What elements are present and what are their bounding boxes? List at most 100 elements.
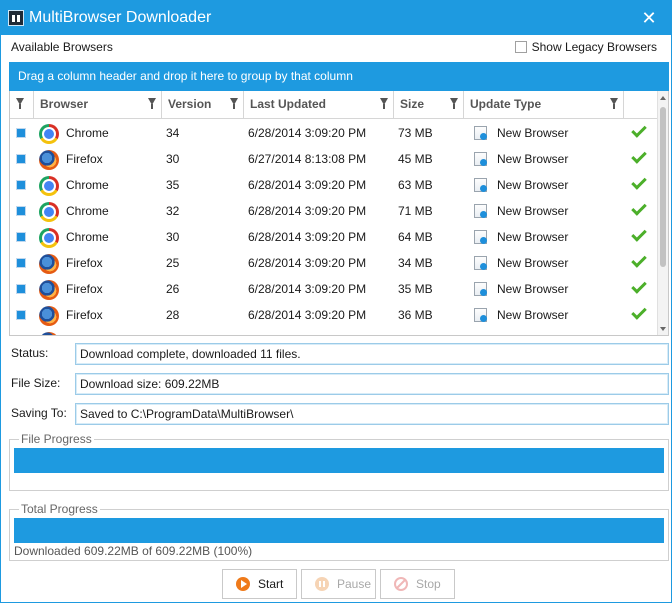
table-row[interactable]: Firefox 30 6/27/2014 8:13:08 PM 45 MB Ne…	[10, 146, 658, 172]
show-legacy-toggle[interactable]: Show Legacy Browsers	[514, 40, 657, 54]
filter-icon[interactable]	[16, 98, 24, 109]
cell-version: 26	[166, 282, 180, 296]
total-progress-text: Downloaded 609.22MB of 609.22MB (100%)	[14, 544, 253, 558]
cell-updated: 6/28/2014 3:09:20 PM	[248, 308, 367, 322]
filter-icon[interactable]	[450, 98, 458, 109]
scroll-up-icon[interactable]	[660, 96, 666, 100]
title-bar[interactable]: MultiBrowser Downloader ✕	[1, 1, 671, 35]
file-progress-group: File Progress	[9, 432, 669, 491]
header-size[interactable]: Size	[394, 91, 464, 119]
check-icon	[631, 200, 647, 216]
legacy-label: Show Legacy Browsers	[531, 40, 657, 54]
filter-icon[interactable]	[380, 98, 388, 109]
scroll-thumb[interactable]	[660, 107, 666, 267]
cell-status	[624, 172, 658, 198]
cell-browser	[62, 328, 70, 335]
cell-updated: 6/28/2014 3:09:20 PM	[248, 204, 367, 218]
cell-browser: Firefox	[66, 256, 103, 270]
table-row[interactable]: Firefox 25 6/28/2014 3:09:20 PM 34 MB Ne…	[10, 250, 658, 276]
start-button[interactable]: Start	[222, 569, 297, 599]
table-row[interactable]: Chrome 34 6/28/2014 3:09:20 PM 73 MB New…	[10, 120, 658, 146]
saving-to-field[interactable]	[75, 403, 669, 425]
check-icon	[631, 278, 647, 294]
header-update-type[interactable]: Update Type	[464, 91, 624, 119]
grid-body: Chrome 34 6/28/2014 3:09:20 PM 73 MB New…	[10, 119, 658, 335]
scroll-down-icon[interactable]	[660, 327, 666, 331]
cell-update-type: New Browser	[464, 172, 624, 198]
cell-browser: Firefox	[66, 308, 103, 322]
cell-updated: 6/28/2014 3:09:20 PM	[248, 282, 367, 296]
update-type-text: New Browser	[497, 256, 569, 270]
filter-icon[interactable]	[230, 98, 238, 109]
play-icon	[236, 577, 250, 591]
window-title: MultiBrowser Downloader	[29, 9, 212, 26]
check-icon	[631, 226, 647, 242]
total-progress-group: Total Progress Downloaded 609.22MB of 60…	[9, 502, 669, 561]
row-checkbox[interactable]	[16, 258, 26, 268]
pause-button[interactable]: Pause	[301, 569, 376, 599]
status-label: Status:	[11, 346, 49, 360]
row-checkbox[interactable]	[16, 128, 26, 138]
table-row[interactable]: Chrome 32 6/28/2014 3:09:20 PM 71 MB New…	[10, 198, 658, 224]
header-last-updated[interactable]: Last Updated	[244, 91, 394, 119]
chrome-icon	[39, 228, 59, 248]
row-checkbox[interactable]	[16, 232, 26, 242]
chrome-icon	[39, 176, 59, 196]
cell-size: 73 MB	[398, 126, 433, 140]
close-button[interactable]: ✕	[641, 8, 657, 28]
cell-size: 34 MB	[398, 256, 433, 270]
row-checkbox[interactable]	[16, 310, 26, 320]
row-checkbox[interactable]	[16, 284, 26, 294]
new-browser-icon	[474, 308, 487, 322]
legacy-checkbox[interactable]	[514, 41, 527, 53]
cell-version: 32	[166, 204, 180, 218]
file-size-field[interactable]	[75, 373, 669, 395]
cell-size: 71 MB	[398, 204, 433, 218]
cell-browser: Chrome	[66, 126, 109, 140]
row-checkbox[interactable]	[16, 180, 26, 190]
stop-button[interactable]: Stop	[380, 569, 455, 599]
table-row[interactable]: Firefox 28 6/28/2014 3:09:20 PM 36 MB Ne…	[10, 302, 658, 328]
header-version[interactable]: Version	[162, 91, 244, 119]
update-type-text: New Browser	[497, 282, 569, 296]
table-row[interactable]: Chrome 30 6/28/2014 3:09:20 PM 64 MB New…	[10, 224, 658, 250]
table-row[interactable]	[10, 328, 658, 335]
update-type-text: New Browser	[497, 152, 569, 166]
check-icon	[631, 122, 647, 138]
header-browser[interactable]: Browser	[34, 91, 162, 119]
new-browser-icon	[474, 126, 487, 140]
table-row[interactable]: Firefox 26 6/28/2014 3:09:20 PM 35 MB Ne…	[10, 276, 658, 302]
row-checkbox[interactable]	[16, 206, 26, 216]
grid-scrollbar[interactable]	[657, 91, 668, 335]
new-browser-icon	[474, 256, 487, 270]
stop-icon	[394, 577, 408, 591]
cell-updated: 6/27/2014 8:13:08 PM	[248, 152, 367, 166]
cell-status	[624, 146, 658, 172]
browsers-grid: Browser Version Last Updated Size Update…	[9, 91, 669, 336]
cell-updated: 6/28/2014 3:09:20 PM	[248, 230, 367, 244]
new-browser-icon	[474, 230, 487, 244]
header-version-label: Version	[168, 97, 212, 111]
update-type-text: New Browser	[497, 204, 569, 218]
filter-icon[interactable]	[148, 98, 156, 109]
row-checkbox[interactable]	[16, 154, 26, 164]
total-progress-fill	[14, 518, 664, 543]
filter-icon[interactable]	[610, 98, 618, 109]
new-browser-icon	[474, 204, 487, 218]
table-row[interactable]: Chrome 35 6/28/2014 3:09:20 PM 63 MB New…	[10, 172, 658, 198]
firefox-icon	[39, 150, 59, 170]
header-status	[624, 91, 658, 119]
update-type-text: New Browser	[497, 126, 569, 140]
app-icon	[8, 10, 24, 26]
check-icon	[631, 148, 647, 164]
cell-updated: 6/28/2014 3:09:20 PM	[248, 178, 367, 192]
group-by-panel[interactable]: Drag a column header and drop it here to…	[9, 62, 669, 91]
header-select-filter[interactable]	[10, 91, 34, 119]
cell-browser: Firefox	[66, 282, 103, 296]
total-progress-bar	[14, 518, 664, 543]
cell-update-type: New Browser	[464, 120, 624, 146]
cell-update-type: New Browser	[464, 198, 624, 224]
status-field[interactable]	[75, 343, 669, 365]
pause-label: Pause	[337, 577, 372, 591]
